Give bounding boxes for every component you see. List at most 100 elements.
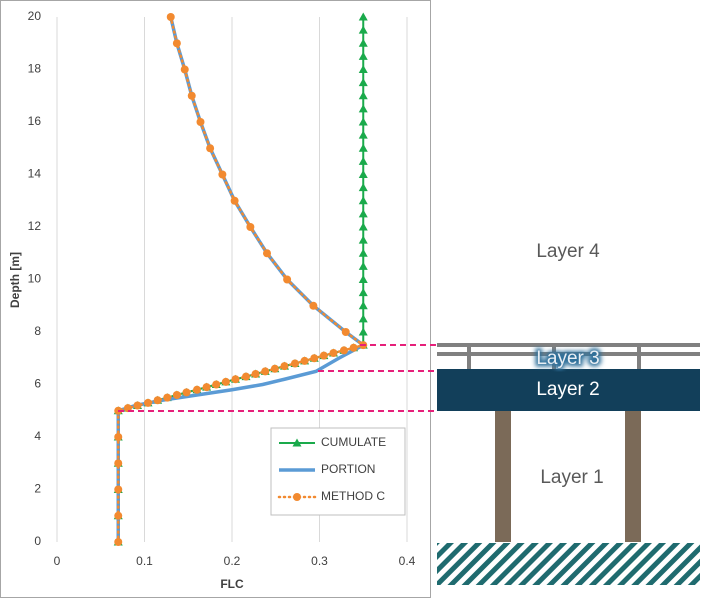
marker xyxy=(341,328,350,336)
y-tick-label: 4 xyxy=(34,429,41,443)
post xyxy=(467,343,471,369)
y-tick-label: 20 xyxy=(28,9,42,23)
y-tick-label: 8 xyxy=(34,324,41,338)
y-tick-label: 10 xyxy=(28,272,42,286)
marker xyxy=(358,156,368,165)
marker xyxy=(114,511,123,520)
marker xyxy=(358,130,368,139)
legend-label: CUMULATE xyxy=(321,435,386,449)
marker xyxy=(358,65,368,73)
marker xyxy=(349,343,358,352)
marker xyxy=(319,351,328,360)
marker xyxy=(358,275,368,283)
marker xyxy=(358,248,368,257)
y-tick-label: 18 xyxy=(28,62,42,76)
layer-label: Layer 3 xyxy=(536,348,599,369)
marker xyxy=(196,118,205,126)
marker xyxy=(358,104,368,113)
marker xyxy=(163,393,172,402)
marker xyxy=(358,25,368,34)
marker xyxy=(242,372,250,381)
marker xyxy=(172,39,181,48)
marker xyxy=(182,388,191,397)
y-axis-label: Depth [m] xyxy=(8,252,22,308)
marker xyxy=(358,314,368,323)
plot: 0 0.1 0.2 0.3 0.4 0 2 4 6 8 10 12 14 16 18 20 CUMULATE PO… xyxy=(28,9,416,568)
marker xyxy=(212,380,221,389)
marker xyxy=(358,301,368,310)
y-tick-label: 14 xyxy=(28,167,42,181)
y-tick-label: 6 xyxy=(34,377,41,391)
marker xyxy=(358,183,368,192)
marker xyxy=(166,13,175,21)
marker xyxy=(251,370,260,378)
x-axis-label: FLC xyxy=(220,577,244,591)
x-tick-label: 0 xyxy=(54,554,61,568)
rail xyxy=(437,343,700,347)
marker xyxy=(270,364,279,373)
marker xyxy=(180,65,189,74)
y-tick-label: 2 xyxy=(34,482,41,496)
marker xyxy=(291,359,299,368)
marker xyxy=(246,223,255,231)
marker xyxy=(358,222,368,231)
y-tick-label: 12 xyxy=(28,219,42,233)
marker xyxy=(310,354,319,363)
marker xyxy=(358,143,368,152)
marker xyxy=(340,346,348,355)
marker xyxy=(358,12,368,21)
layer-label: Layer 2 xyxy=(536,379,599,400)
marker xyxy=(187,91,196,100)
marker xyxy=(358,38,368,47)
marker xyxy=(153,396,162,405)
marker xyxy=(309,301,318,310)
series-line xyxy=(117,15,367,544)
y-tick-label: 0 xyxy=(34,534,41,548)
x-tick-label: 0.3 xyxy=(311,554,328,568)
marker xyxy=(358,196,368,205)
x-tick-label: 0.2 xyxy=(224,554,241,568)
marker xyxy=(230,196,239,205)
legend-label: PORTION xyxy=(321,462,375,476)
layer-label-glow: Layer 3 xyxy=(536,348,599,369)
legend-marker xyxy=(293,493,301,501)
ground xyxy=(437,543,700,585)
marker xyxy=(358,327,368,336)
y-tick-label: 16 xyxy=(28,114,42,128)
marker xyxy=(300,356,309,365)
post xyxy=(637,343,641,369)
pile xyxy=(495,411,511,542)
marker xyxy=(358,288,368,297)
layer-label: Layer 4 xyxy=(536,241,600,262)
marker xyxy=(114,433,123,441)
marker xyxy=(193,385,201,394)
marker xyxy=(358,51,368,60)
marker xyxy=(358,261,368,270)
marker xyxy=(114,538,123,546)
pile xyxy=(625,411,641,542)
marker xyxy=(358,91,368,100)
legend-marker xyxy=(292,438,302,447)
marker xyxy=(358,235,368,244)
post xyxy=(552,343,556,369)
legend-label: METHOD C xyxy=(321,489,385,503)
marker xyxy=(280,362,289,371)
marker xyxy=(261,367,270,376)
marker xyxy=(231,375,240,384)
marker xyxy=(358,170,368,178)
marker xyxy=(263,249,271,258)
marker xyxy=(133,401,142,410)
marker xyxy=(358,209,368,218)
marker xyxy=(329,349,338,357)
x-tick-label: 0.4 xyxy=(399,554,416,568)
marker xyxy=(172,391,181,399)
marker xyxy=(221,377,230,386)
marker xyxy=(218,170,227,179)
marker xyxy=(114,485,123,494)
marker xyxy=(283,275,292,284)
diagram: Layer 4 Layer 3 Layer 3 Layer 2 Layer 1 xyxy=(118,241,700,585)
layer-label: Layer 1 xyxy=(540,467,603,488)
marker xyxy=(114,459,123,468)
rail xyxy=(437,352,700,356)
